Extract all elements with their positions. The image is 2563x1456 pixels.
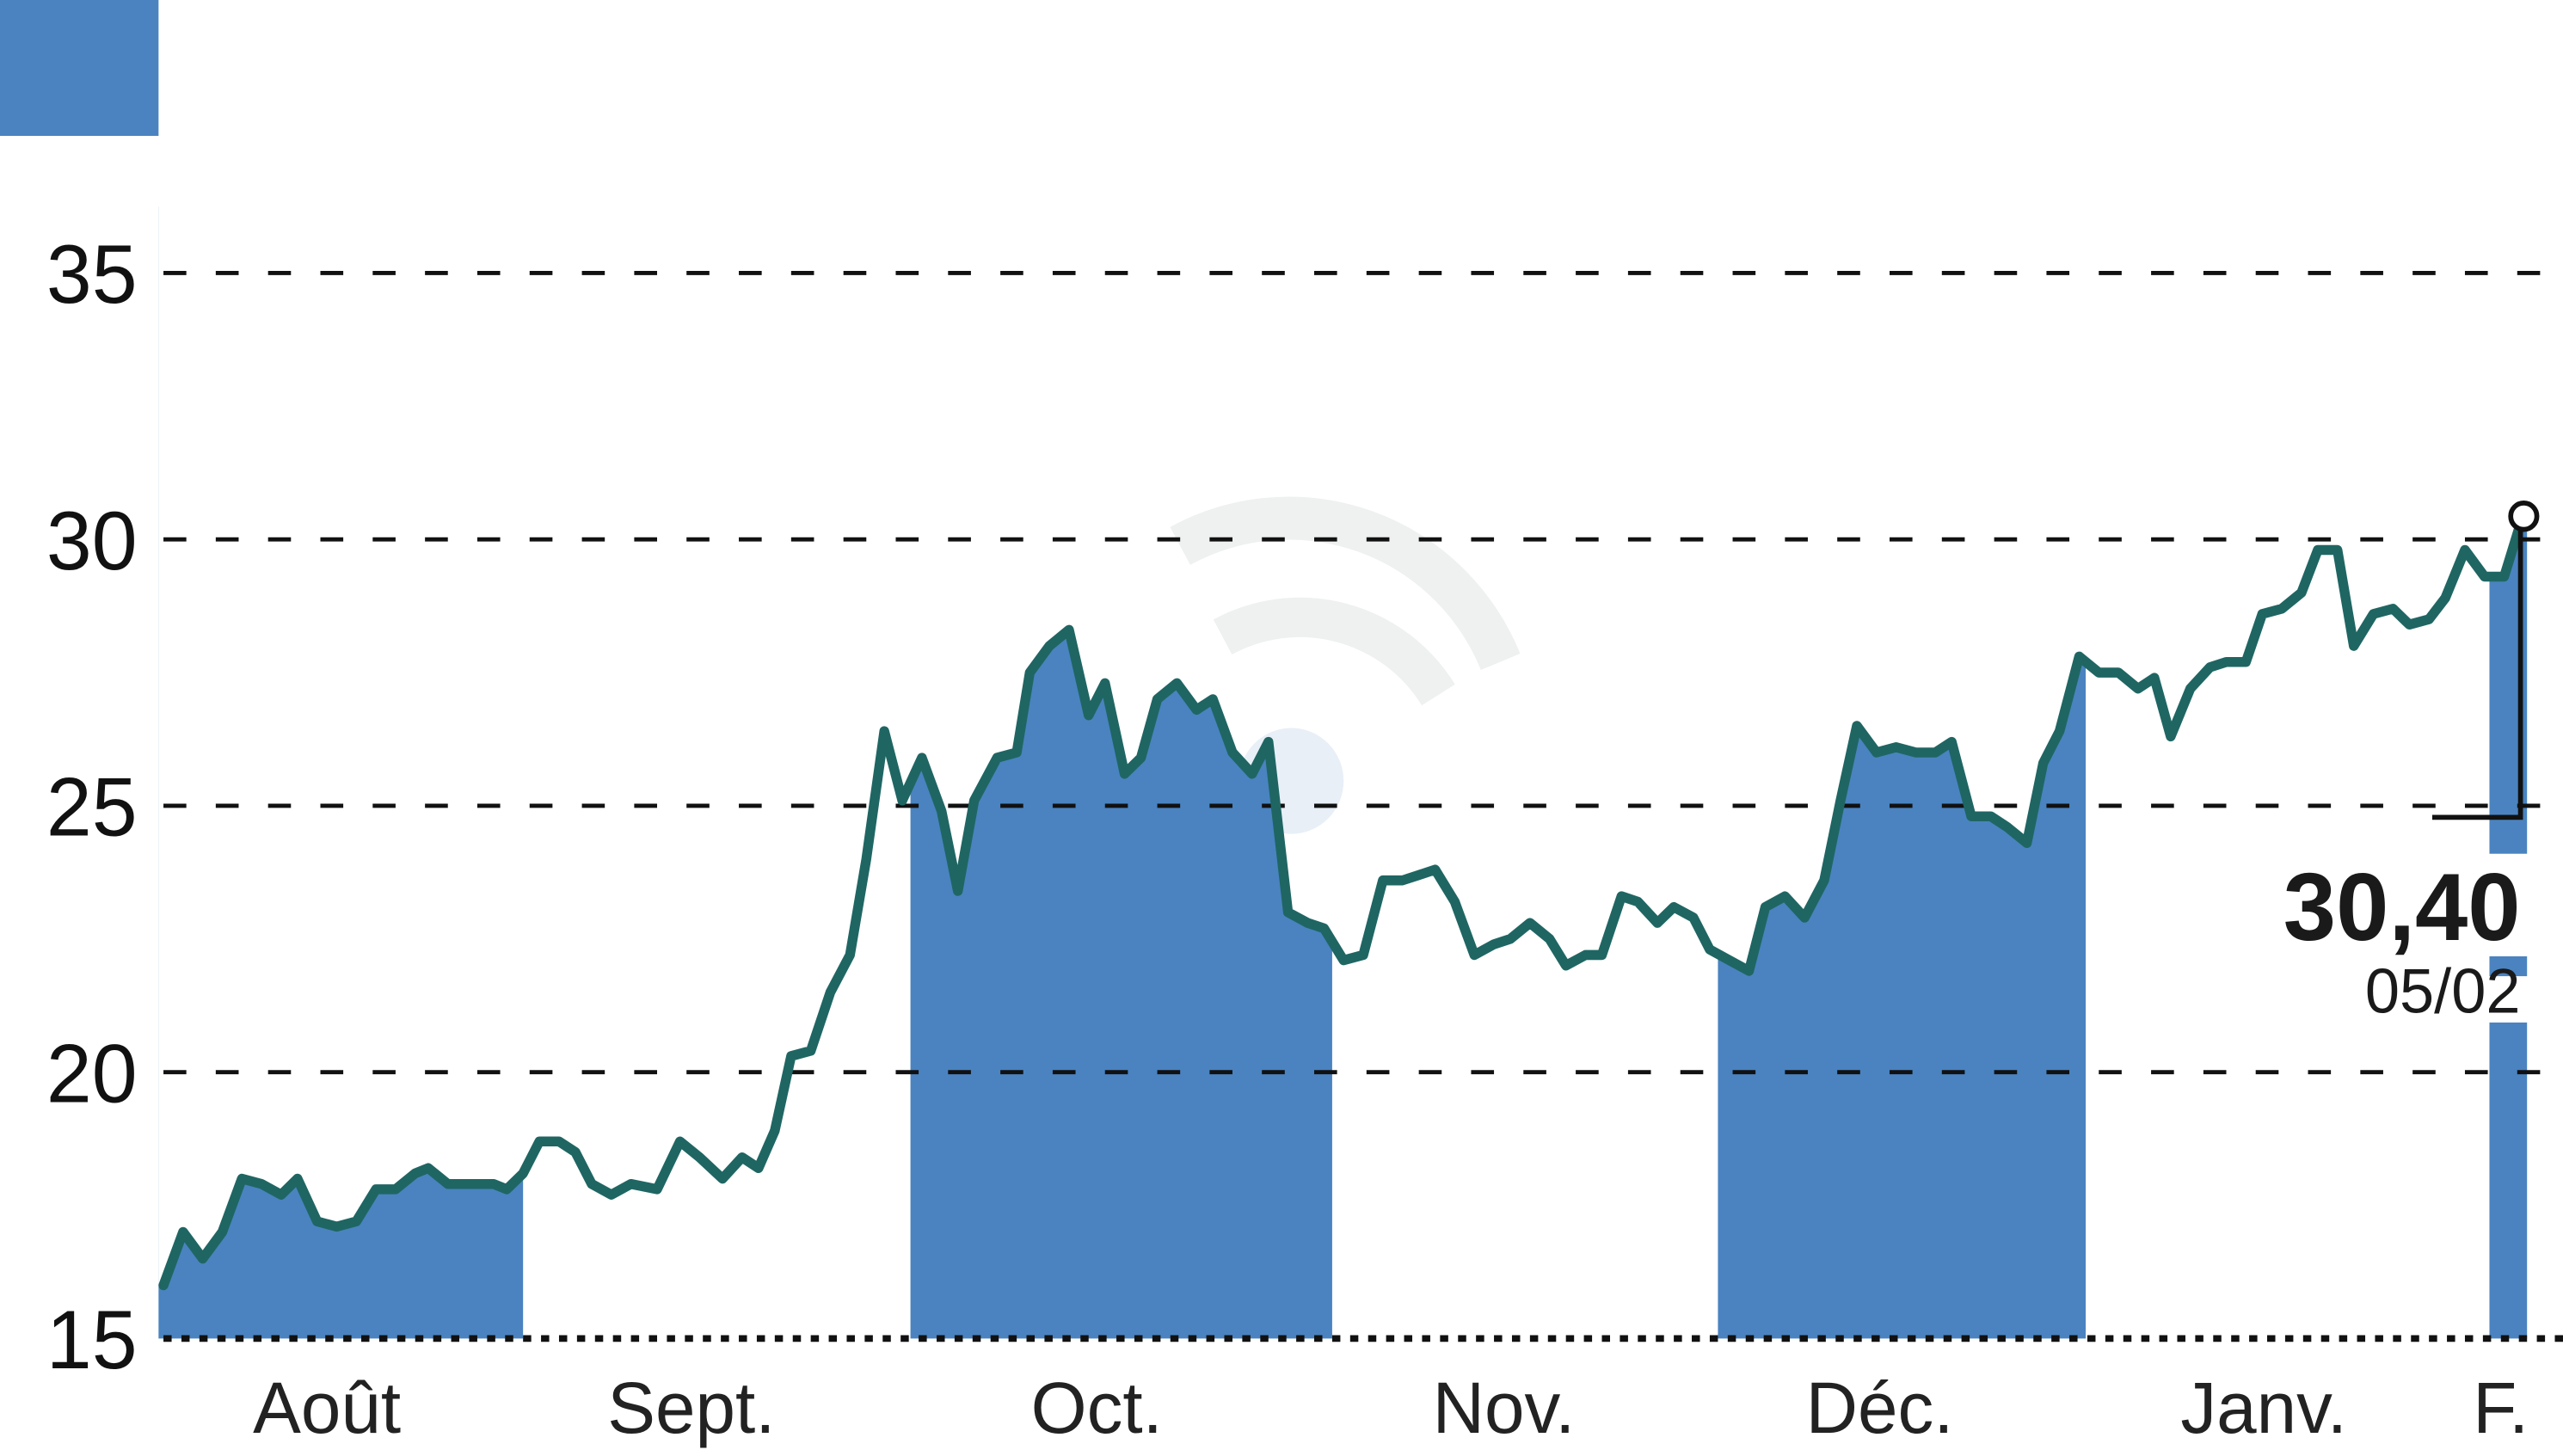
y-tick-label: 25 <box>46 761 138 854</box>
last-point-marker-icon <box>2508 500 2540 532</box>
last-price-date: 05/02 <box>2365 956 2521 1026</box>
y-tick-label: 30 <box>46 495 138 587</box>
x-tick-label: Oct. <box>1031 1367 1163 1449</box>
x-tick-label: Août <box>253 1367 401 1449</box>
last-price-value: 30,40 <box>2283 853 2521 961</box>
x-tick-label: Janv. <box>2180 1367 2347 1449</box>
y-tick-label: 35 <box>46 229 138 322</box>
month-bands <box>158 0 2563 1456</box>
x-tick-label: F. <box>2473 1367 2529 1449</box>
y-tick-label: 15 <box>46 1294 138 1387</box>
x-tick-label: Nov. <box>1433 1367 1576 1449</box>
y-tick-label: 20 <box>46 1028 138 1121</box>
price-line <box>158 513 2528 1291</box>
last-price-annotation: 30,40 05/02 <box>2283 500 2540 1027</box>
y-axis-labels: 15 20 25 30 35 <box>46 229 138 1387</box>
x-tick-label: Déc. <box>1806 1367 1954 1449</box>
gridlines <box>163 271 2563 1342</box>
x-axis-labels: Août Sept. Oct. Nov. Déc. Janv. F. <box>253 1367 2529 1449</box>
leader-line <box>2431 522 2523 820</box>
x-tick-label: Sept. <box>607 1367 775 1449</box>
